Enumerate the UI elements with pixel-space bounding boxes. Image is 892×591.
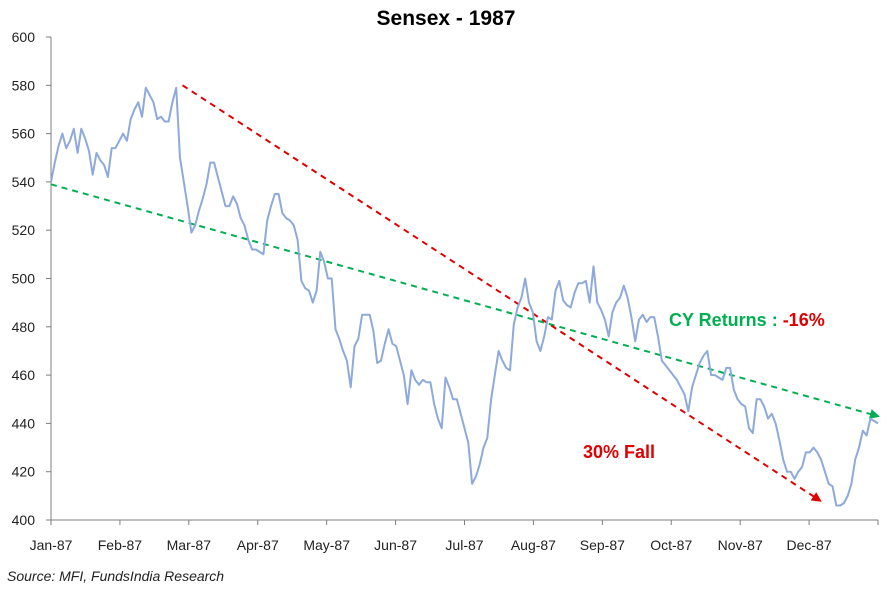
- x-tick-label: Dec-87: [787, 537, 832, 553]
- trendlines: [50, 84, 880, 502]
- y-tick-label: 460: [12, 367, 36, 383]
- y-tick-label: 600: [12, 29, 36, 45]
- x-tick-label: Feb-87: [98, 537, 143, 553]
- y-tick-label: 580: [12, 77, 36, 93]
- y-axis: 400 420 440 460 480 500 520 540 560 580 600: [12, 29, 52, 528]
- x-tick-label: Sep-87: [580, 537, 625, 553]
- x-tick-label: Mar-87: [167, 537, 212, 553]
- fall-trendline: [181, 84, 822, 502]
- cy-returns-label: CY Returns :: [669, 310, 783, 330]
- y-tick-label: 540: [12, 174, 36, 190]
- annotations: CY Returns : -16% 30% Fall: [583, 310, 825, 462]
- source-note: Source: MFI, FundsIndia Research: [7, 568, 225, 584]
- x-tick-label: Nov-87: [718, 537, 763, 553]
- x-tick-label: Apr-87: [237, 537, 279, 553]
- cy-returns-annotation: CY Returns : -16%: [669, 310, 825, 330]
- x-tick-label: Aug-87: [511, 537, 556, 553]
- y-tick-label: 420: [12, 464, 36, 480]
- x-tick-label: Jan-87: [30, 537, 73, 553]
- y-tick-label: 480: [12, 319, 36, 335]
- x-axis: Jan-87 Feb-87 Mar-87 Apr-87 May-87 Jun-87 Jul-…: [30, 519, 879, 553]
- fall-annotation: 30% Fall: [583, 442, 655, 462]
- y-tick-label: 520: [12, 222, 36, 238]
- y-tick-label: 560: [12, 126, 36, 142]
- sensex-series-line: [50, 86, 879, 507]
- x-tick-label: Jun-87: [374, 537, 417, 553]
- chart-title: Sensex - 1987: [377, 7, 516, 30]
- x-tick-label: Oct-87: [650, 537, 692, 553]
- cy-returns-value: -16%: [783, 310, 825, 330]
- y-tick-label: 500: [12, 271, 36, 287]
- y-tick-label: 440: [12, 415, 36, 431]
- x-tick-label: Jul-87: [445, 537, 483, 553]
- series-layer: [50, 86, 879, 507]
- y-tick-label: 400: [12, 512, 36, 528]
- cy-returns-trendline: [50, 183, 880, 419]
- x-tick-label: May-87: [303, 537, 350, 553]
